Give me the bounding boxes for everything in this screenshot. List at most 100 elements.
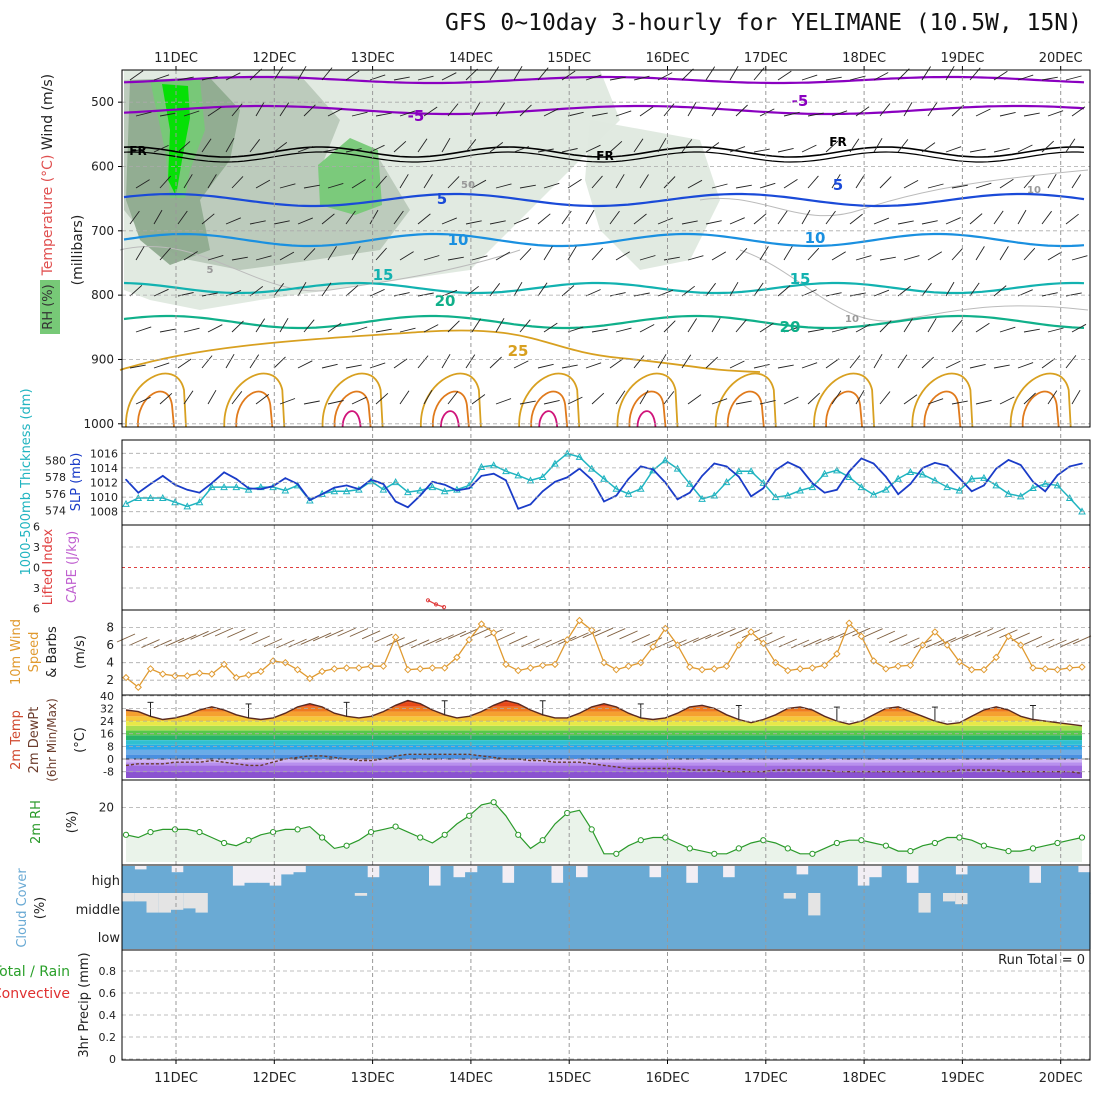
wind-barb xyxy=(951,247,964,261)
cloud-high-bar xyxy=(710,866,724,894)
isotherm-diurnal-hot xyxy=(431,390,470,428)
wind-barb xyxy=(375,175,387,189)
wind-barb xyxy=(303,248,316,261)
ylabel-temperature: Temperature (°C) xyxy=(40,155,56,277)
wind-barb-10m xyxy=(178,634,197,644)
cloud-mid-clear xyxy=(158,893,172,913)
slp-point xyxy=(774,469,777,471)
wind-barb xyxy=(417,213,431,225)
wind-barb xyxy=(807,328,824,333)
wind-barb xyxy=(951,319,963,333)
cloud-mid-bar xyxy=(930,893,944,921)
wind-barb xyxy=(975,182,992,189)
slp-point xyxy=(211,482,213,485)
thickness-point xyxy=(1029,483,1037,491)
cloud-mid-bar xyxy=(1077,893,1091,921)
cloud-high-bar xyxy=(501,882,515,894)
cloud-high-bar xyxy=(648,877,662,894)
wind-speed-point xyxy=(624,662,633,670)
slp-point xyxy=(456,489,458,492)
cloud-mid-bar xyxy=(342,893,356,921)
wind-barb xyxy=(183,174,193,189)
wind-barb xyxy=(183,110,200,117)
wind-barb xyxy=(225,353,235,369)
wind-barb xyxy=(879,320,892,333)
cloud-high-bar xyxy=(563,866,576,894)
wind-speed-point xyxy=(808,664,817,672)
cloud-low-bar xyxy=(403,921,417,949)
wind-barb xyxy=(345,285,359,297)
rh2m-point xyxy=(931,839,939,847)
wind-barb xyxy=(705,356,719,369)
wind-barb xyxy=(441,137,451,153)
wind-barb xyxy=(1065,355,1077,369)
wind-barb xyxy=(279,183,296,189)
slp-point xyxy=(284,477,287,479)
isotherm-4 xyxy=(123,192,1085,208)
cloud-high-bar xyxy=(220,866,233,894)
cloud-high-bar xyxy=(1004,866,1018,894)
wind-speed-point xyxy=(906,661,915,670)
wind-barb xyxy=(1071,323,1087,333)
temp-band xyxy=(126,759,1082,763)
wind-barb xyxy=(687,255,704,261)
thickness-point xyxy=(784,491,792,499)
ytick-lifted: 3 xyxy=(33,582,40,595)
cloud-high-bar xyxy=(612,866,625,894)
cloud-low-bar xyxy=(134,921,148,949)
thickness-point xyxy=(894,474,902,482)
thickness-point xyxy=(379,485,388,493)
ytick-wind: 2 xyxy=(106,673,114,687)
wind-barb xyxy=(351,396,367,405)
isotherm-label: -5 xyxy=(408,107,425,125)
wind-barb xyxy=(903,318,913,333)
wind-speed-point xyxy=(967,665,976,674)
panel-frame xyxy=(121,69,1091,428)
wind-barb-10m xyxy=(925,639,945,649)
slp-point xyxy=(909,483,912,485)
isotherm-label: FR xyxy=(129,144,146,158)
wind-barb xyxy=(273,283,285,297)
wind-barb xyxy=(153,362,170,369)
ytick-slp: 1008 xyxy=(90,506,118,519)
thickness-point xyxy=(820,469,829,477)
cloud-mid-bar xyxy=(722,893,736,921)
slp-point xyxy=(836,489,838,491)
isotherm-diurnal-hot xyxy=(726,390,765,428)
wind-barb xyxy=(273,66,284,81)
ytick-mb: 900 xyxy=(91,352,114,366)
cloud-high-bar xyxy=(256,882,270,894)
cloud-low-bar xyxy=(477,921,491,949)
cloud-mid-bar xyxy=(293,893,307,921)
wind-speed-point xyxy=(257,667,265,676)
wind-barb-10m xyxy=(864,628,883,638)
wind-barb-10m xyxy=(717,628,736,637)
wind-barb xyxy=(537,213,551,225)
wind-barb-10m xyxy=(165,637,185,647)
cloud-high-bar xyxy=(881,866,895,894)
wind-barb xyxy=(231,320,244,333)
cloud-high-bar xyxy=(440,866,454,894)
cloud-low-bar xyxy=(220,921,233,949)
wind-barb xyxy=(903,180,919,189)
wind-barb xyxy=(801,209,811,225)
cloud-high-bar xyxy=(269,885,282,894)
thickness-point xyxy=(404,488,412,496)
wind-barb-10m xyxy=(459,628,479,638)
wind-barb-10m xyxy=(901,637,920,647)
isotherm-diurnal xyxy=(125,372,187,428)
rh-legend-swatch xyxy=(40,280,60,334)
wind-barb xyxy=(471,179,487,189)
ytick-thickness: 574 xyxy=(45,505,66,518)
cloud-mid-bar xyxy=(379,893,393,921)
wind-barb xyxy=(945,281,955,297)
isotherm-label: 5 xyxy=(437,190,447,208)
wind-barb xyxy=(423,255,440,261)
date-label-bottom: 15DEC xyxy=(547,1071,591,1086)
wind-speed-point xyxy=(293,665,302,674)
slp-point xyxy=(394,500,397,503)
cloud-mid-bar xyxy=(575,893,589,921)
wind-barb xyxy=(177,76,194,81)
wind-barb xyxy=(465,354,476,369)
wind-barb-10m xyxy=(361,630,381,640)
